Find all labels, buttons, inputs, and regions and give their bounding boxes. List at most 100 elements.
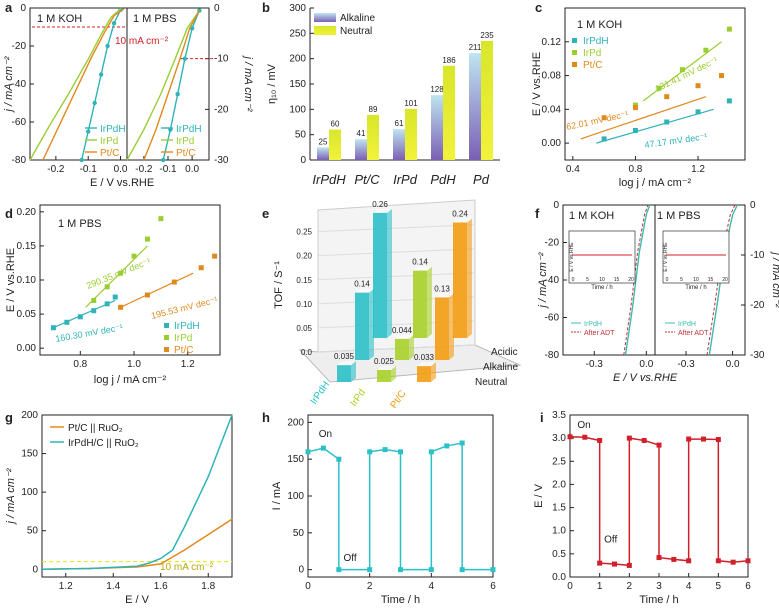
z-tick-label: 0.25 <box>296 228 312 237</box>
bar-3d-alkaline <box>395 338 409 360</box>
depth-label: Alkaline <box>483 362 518 373</box>
y-tick-label: -80 <box>12 155 27 166</box>
panel-label: h <box>262 410 270 425</box>
bar-value-label: 0.24 <box>452 209 468 218</box>
bar-alkaline <box>431 95 443 160</box>
y-tick-label: -40 <box>12 79 27 90</box>
bar-neutral <box>405 108 417 160</box>
y-tick-label: 3.0 <box>552 433 566 444</box>
y-tick-label: 1.5 <box>552 503 566 514</box>
legend-label: Pt/C <box>583 60 602 71</box>
bar-alkaline <box>393 129 405 160</box>
panel-c-0-point <box>632 127 638 133</box>
bar-3d-alkaline <box>355 292 369 360</box>
off-label: Off <box>604 534 617 545</box>
panel-c-2-point <box>695 83 701 89</box>
panel-c-0-point <box>601 136 607 142</box>
x-tick-label: 2 <box>627 581 633 592</box>
bar-alkaline <box>355 139 367 160</box>
bar-neutral <box>443 65 455 160</box>
panel-a-left-point <box>86 129 91 134</box>
panel-i-point <box>641 437 647 443</box>
inset-tick-label: 5 <box>586 277 589 283</box>
y-tick-label: 0 <box>750 200 756 211</box>
slope-label: 160.30 mV dec⁻¹ <box>55 322 124 344</box>
legend-label: IrPdH <box>678 321 696 328</box>
y-tick-label: -20 <box>750 300 765 311</box>
inset-tick-label: 0 <box>666 277 669 283</box>
y-tick-label: 150 <box>289 79 306 90</box>
z-tick-label: 0.10 <box>296 300 312 309</box>
y-tick-label: 2.5 <box>552 456 566 467</box>
inset-frame <box>662 230 730 284</box>
bar-value-label: 25 <box>319 137 328 146</box>
x-axis-label: E / V <box>125 594 150 606</box>
bar-3d-neutral <box>377 369 391 382</box>
x-tick-label: 1.2 <box>181 359 195 370</box>
panel-i-point <box>671 556 677 562</box>
panel-a-right-title: 1 M PBS <box>133 13 176 25</box>
legend-label: Pt/C <box>176 148 195 159</box>
panel-f-right-title: 1 M PBS <box>657 210 700 222</box>
panel-a-left-series-2 <box>42 8 125 161</box>
x-axis-label: E / V vs.RHE <box>613 372 678 384</box>
panel-i-point <box>701 436 706 442</box>
slope-label: 195.53 mV dec⁻¹ <box>150 295 219 321</box>
panel-c-2-point <box>632 105 638 111</box>
y-axis-label-right: j / mA cm⁻² <box>242 55 254 112</box>
legend-label: Pt/C || RuO₂ <box>68 423 123 434</box>
y-tick-label: 200 <box>289 54 306 65</box>
bar-value-label: 89 <box>369 105 378 114</box>
x-axis-label: E / V vs.RHE <box>90 177 154 189</box>
panel-label: c <box>535 0 542 15</box>
y-tick-label: -60 <box>12 117 27 128</box>
grid-line <box>317 272 476 281</box>
bar-3d-side <box>409 334 414 360</box>
inset-tick-label: 0 <box>572 277 575 283</box>
bar-value-label: 60 <box>331 120 340 129</box>
y-tick-label: -20 <box>545 238 560 249</box>
panel-d-2-point <box>212 253 218 259</box>
category-label: Pt/C <box>388 388 408 410</box>
bar-alkaline <box>469 53 481 160</box>
fit-line <box>596 108 714 144</box>
x-tick-label: -0.3 <box>586 359 604 370</box>
panel-i-point <box>656 442 662 448</box>
panel-c-1-point <box>726 26 732 32</box>
panel-d-1-point <box>104 284 110 290</box>
x-tick-label: 0 <box>305 581 311 592</box>
panel-c-1-point <box>679 67 685 73</box>
legend-swatch <box>572 38 577 43</box>
inset-tick-label: 10 <box>599 277 605 283</box>
on-label: On <box>577 420 590 431</box>
y-tick-label: -10 <box>214 54 229 65</box>
x-axis-label: log j / mA cm⁻² <box>619 177 692 189</box>
panel-label: a <box>5 0 13 15</box>
x-tick-label: 0 <box>567 581 573 592</box>
y-tick-label: 0.0 <box>552 572 566 583</box>
panel-i-point <box>612 561 617 567</box>
y-tick-label: -60 <box>545 313 560 324</box>
inset-x-label: Time / h <box>685 285 706 291</box>
x-tick-label: 1 <box>597 581 603 592</box>
y-tick-label: -20 <box>214 104 229 115</box>
panel-h-point <box>428 449 434 455</box>
z-axis-label: TOF / S⁻¹ <box>273 261 285 309</box>
panel-d-1-point <box>91 297 97 303</box>
legend-label: Neutral <box>340 26 372 37</box>
inset-tick-label: 5 <box>680 277 683 283</box>
y-tick-label: 300 <box>289 3 306 14</box>
panel-a-left-point <box>92 100 97 106</box>
panel-g-frame <box>41 414 233 578</box>
panel-label: b <box>262 0 270 15</box>
y-tick-label: 0 <box>214 3 220 14</box>
z-tick-label: 0.0 <box>301 348 313 357</box>
bar-3d-top <box>395 334 414 339</box>
panel-label: i <box>540 410 544 425</box>
y-tick-label: 0 <box>20 3 26 14</box>
panel-h-point <box>367 567 373 573</box>
panel-h-point <box>459 567 465 573</box>
y-tick-label: -20 <box>12 41 27 52</box>
inset-tick-label: 15 <box>708 277 714 283</box>
panel-c-0-point <box>664 119 670 125</box>
